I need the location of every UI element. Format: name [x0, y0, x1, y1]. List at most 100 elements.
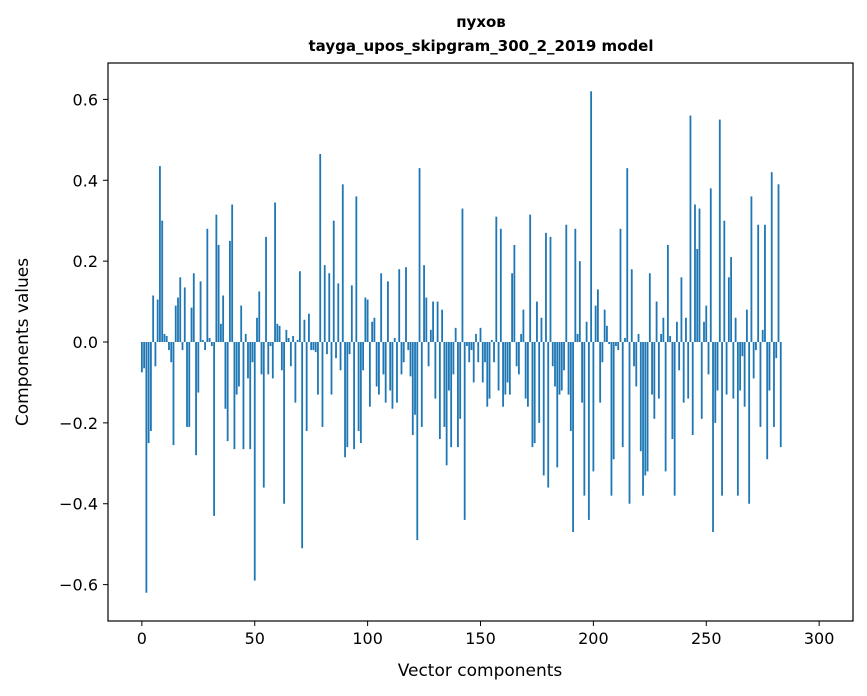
x-tick-label: 250 [691, 629, 722, 648]
bar-89 [341, 184, 344, 342]
bar-141 [459, 342, 462, 419]
bar-185 [558, 342, 561, 395]
bar-50 [253, 342, 256, 581]
bar-193 [576, 333, 579, 342]
bars-group [140, 91, 782, 593]
bar-86 [335, 342, 337, 359]
bar-132 [438, 342, 441, 440]
bar-125 [423, 265, 425, 342]
bar-271 [752, 342, 755, 379]
bar-195 [581, 342, 583, 403]
bar-25 [197, 342, 200, 393]
bar-34 [217, 244, 220, 342]
bar-20 [186, 342, 188, 427]
bar-82 [326, 342, 328, 355]
bar-28 [204, 342, 206, 351]
bar-67 [292, 335, 295, 342]
bar-84 [330, 342, 333, 395]
bar-168 [520, 333, 523, 342]
bar-208 [610, 342, 613, 496]
bar-63 [283, 342, 285, 504]
bar-150 [479, 327, 482, 342]
bar-216 [628, 342, 631, 504]
bar-253 [712, 342, 714, 533]
bar-229 [657, 342, 660, 399]
bar-119 [409, 342, 412, 377]
bar-72 [303, 319, 306, 342]
bar-44 [240, 305, 243, 342]
bar-249 [703, 321, 705, 342]
bar-210 [615, 342, 617, 347]
x-tick-label: 50 [245, 629, 265, 648]
bar-163 [508, 342, 511, 395]
bar-265 [739, 342, 742, 391]
bar-223 [644, 342, 647, 476]
bar-172 [529, 214, 532, 342]
bar-74 [308, 313, 310, 342]
bar-142 [461, 208, 464, 342]
bar-273 [757, 224, 760, 342]
bar-159 [499, 228, 502, 342]
bar-14 [172, 342, 175, 446]
bar-160 [502, 342, 504, 407]
bar-280 [773, 342, 775, 427]
bar-59 [274, 202, 276, 342]
bar-237 [676, 321, 678, 342]
bar-22 [190, 307, 193, 342]
bar-153 [486, 342, 489, 407]
bar-0 [140, 342, 143, 373]
bar-279 [770, 172, 773, 342]
bar-236 [673, 342, 676, 496]
bar-171 [527, 342, 529, 407]
bar-140 [457, 342, 459, 448]
bar-21 [188, 342, 191, 427]
bar-39 [229, 240, 231, 342]
bar-108 [384, 342, 387, 403]
bar-80 [321, 342, 324, 427]
bar-105 [378, 342, 380, 395]
bar-227 [653, 342, 656, 419]
bar-148 [475, 333, 477, 342]
bar-11 [165, 335, 168, 342]
bar-35 [219, 323, 222, 342]
bar-85 [332, 220, 335, 342]
bar-135 [445, 342, 448, 466]
bar-161 [504, 342, 507, 395]
bar-258 [723, 220, 726, 342]
bar-152 [484, 342, 486, 363]
bar-69 [296, 339, 299, 342]
bar-188 [565, 224, 568, 342]
bar-247 [698, 208, 701, 342]
bar-283 [779, 342, 782, 448]
bar-143 [463, 342, 466, 520]
bar-46 [244, 333, 247, 342]
bar-204 [601, 342, 604, 363]
x-tick-label: 300 [804, 629, 835, 648]
bar-234 [669, 335, 672, 342]
bar-115 [400, 342, 403, 375]
bar-231 [662, 317, 665, 342]
bar-13 [170, 342, 173, 363]
bar-252 [709, 188, 712, 342]
bar-241 [685, 317, 687, 342]
bar-145 [468, 342, 471, 363]
bar-88 [339, 342, 342, 371]
bar-197 [585, 321, 588, 342]
bar-90 [344, 342, 346, 458]
bar-41 [233, 342, 236, 450]
bar-147 [472, 342, 475, 383]
bar-282 [777, 184, 780, 342]
bar-62 [280, 342, 283, 371]
bar-200 [592, 342, 595, 472]
bar-95 [355, 196, 358, 342]
bar-75 [310, 342, 313, 351]
bar-177 [540, 317, 543, 342]
bar-52 [258, 291, 261, 342]
bar-169 [522, 309, 525, 342]
bar-233 [666, 244, 669, 342]
bar-49 [251, 342, 254, 363]
bar-158 [497, 342, 500, 391]
chart-subtitle: tayga_upos_skipgram_300_2_2019 model [309, 37, 654, 55]
